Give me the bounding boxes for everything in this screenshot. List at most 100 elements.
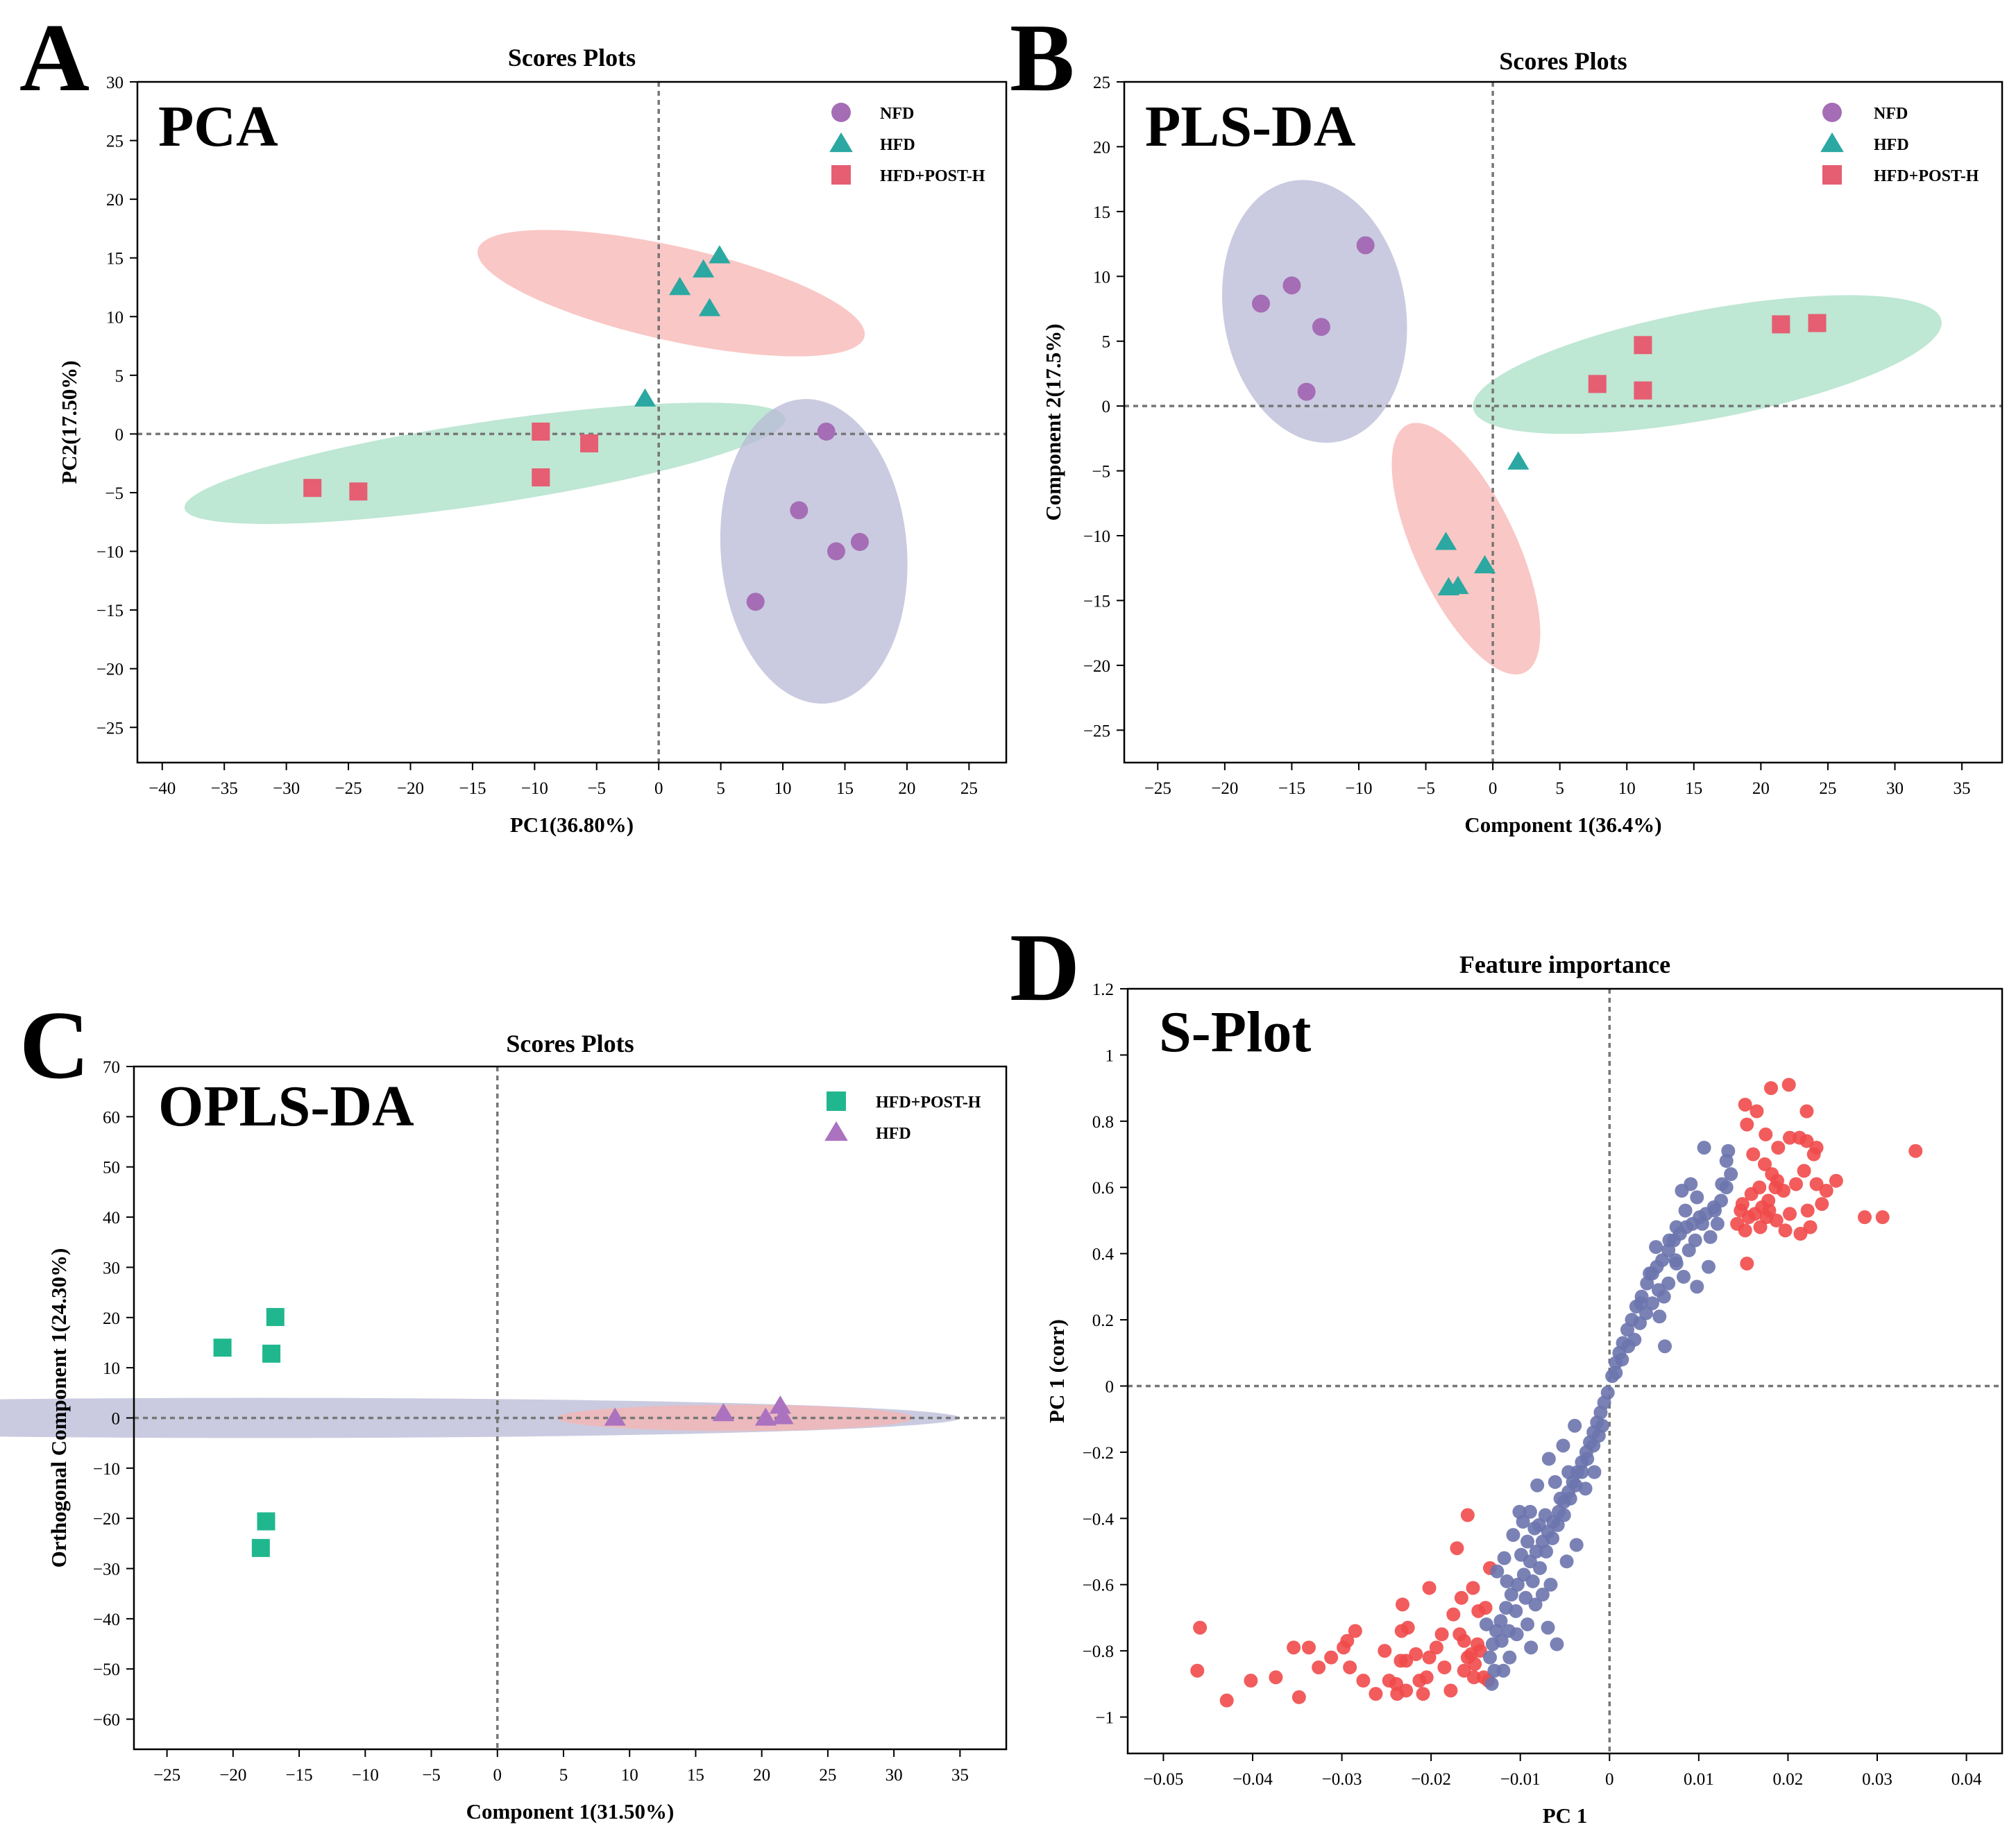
data-point (1251, 294, 1270, 313)
data-point (1478, 1601, 1493, 1615)
data-point (1803, 1220, 1818, 1234)
legend-marker (1820, 132, 1844, 153)
legend-label: NFD (1874, 105, 1908, 123)
x-tick-label: 0 (1489, 779, 1498, 798)
legend-label: HFD+POST-H (880, 167, 985, 185)
data-point (669, 277, 691, 296)
data-point (1190, 1663, 1205, 1678)
y-tick-label: 0 (112, 1409, 121, 1428)
data-point (1588, 375, 1607, 393)
data-point (1772, 315, 1790, 334)
data-point (1356, 236, 1375, 255)
data-point (1715, 1177, 1729, 1191)
x-tick-label: −25 (1144, 779, 1171, 798)
x-tick-label: 10 (774, 779, 792, 798)
data-point (1783, 1130, 1797, 1145)
data-point (1521, 1534, 1534, 1549)
data-point (1443, 1683, 1458, 1698)
legend-marker (827, 1091, 846, 1111)
data-point (1634, 1296, 1648, 1311)
method-label: OPLS-DA (158, 1074, 414, 1139)
data-point (1875, 1210, 1890, 1225)
data-point (1675, 1184, 1689, 1198)
x-tick-label: 0.01 (1684, 1770, 1714, 1789)
data-point (1645, 1296, 1659, 1311)
y-tick-label: −10 (93, 1460, 120, 1479)
data-point (1808, 314, 1827, 332)
data-point (709, 245, 731, 264)
data-point (1688, 1233, 1702, 1248)
y-tick-label: −1 (1095, 1709, 1114, 1728)
data-point (1662, 1233, 1677, 1248)
axes-frame (136, 80, 1008, 764)
data-point (532, 423, 550, 441)
y-tick-label: 0.6 (1092, 1179, 1114, 1198)
legend-marker (824, 1121, 848, 1141)
data-point (1447, 575, 1469, 595)
legend-label: HFD+POST-H (1874, 167, 1979, 185)
legend-label: NFD (880, 105, 914, 123)
data-point (1483, 1650, 1497, 1665)
y-tick-label: 0 (1102, 398, 1111, 416)
method-label: PCA (158, 94, 278, 159)
data-point (1416, 1687, 1430, 1701)
data-point (1484, 1676, 1499, 1691)
x-tick-label: 15 (1685, 779, 1702, 798)
y-tick-label: 10 (106, 308, 124, 327)
data-point (1518, 1590, 1533, 1605)
data-point (1324, 1650, 1339, 1665)
y-tick-label: −20 (93, 1510, 120, 1529)
data-point (1419, 1670, 1434, 1685)
data-point (262, 1344, 281, 1363)
data-point (1758, 1157, 1772, 1171)
data-point (1504, 1588, 1518, 1602)
y-tick-label: 0 (115, 425, 124, 444)
data-point (1634, 336, 1652, 355)
y-tick-label: 20 (1093, 138, 1110, 157)
data-point (817, 423, 836, 441)
x-tick-label: 10 (1618, 779, 1636, 798)
series-hfd (634, 245, 731, 407)
x-tick-label: 5 (716, 779, 725, 798)
data-point (1287, 1640, 1301, 1655)
y-tick-label: 1.2 (1092, 980, 1114, 999)
data-point (1545, 1531, 1559, 1545)
series-nfd (1251, 236, 1375, 401)
data-point (1556, 1438, 1570, 1453)
ellipse-hfd (557, 1404, 914, 1431)
data-point (1783, 1207, 1797, 1221)
data-point (1396, 1597, 1409, 1612)
ellipse-hfd (1391, 423, 1541, 674)
x-tick-label: −0.01 (1500, 1770, 1541, 1789)
data-point (1550, 1518, 1565, 1532)
data-point (1494, 1633, 1509, 1648)
data-point (1514, 1547, 1528, 1562)
x-tick-label: −20 (219, 1766, 246, 1785)
x-axis-label: PC1(36.80%) (510, 813, 634, 837)
series-red-features (1190, 1078, 1923, 1708)
data-point (1652, 1283, 1666, 1298)
y-tick-label: 15 (106, 250, 124, 269)
x-tick-label: −0.02 (1411, 1770, 1451, 1789)
y-tick-label: 10 (1093, 268, 1110, 287)
data-point (1575, 1465, 1589, 1479)
legend-marker (831, 103, 851, 122)
ellipse-hfd-post-h (1473, 295, 1942, 434)
y-tick-label: −10 (96, 543, 124, 562)
data-point (772, 1406, 794, 1425)
series-nfd (746, 423, 869, 611)
y-tick-label: −10 (1083, 527, 1110, 546)
data-point (1771, 1140, 1786, 1155)
panel-letter: D (1010, 914, 1080, 1021)
y-tick-label: −15 (1083, 592, 1110, 611)
x-tick-label: −5 (587, 779, 606, 798)
panel-letter: B (1010, 4, 1074, 112)
data-point (1690, 1280, 1704, 1294)
x-tick-label: 30 (1886, 779, 1904, 798)
data-point (1678, 1203, 1693, 1218)
series-hfd-post-h (1588, 314, 1827, 400)
data-point (1668, 1253, 1683, 1268)
data-point (1799, 1104, 1814, 1119)
data-point (1497, 1551, 1511, 1565)
